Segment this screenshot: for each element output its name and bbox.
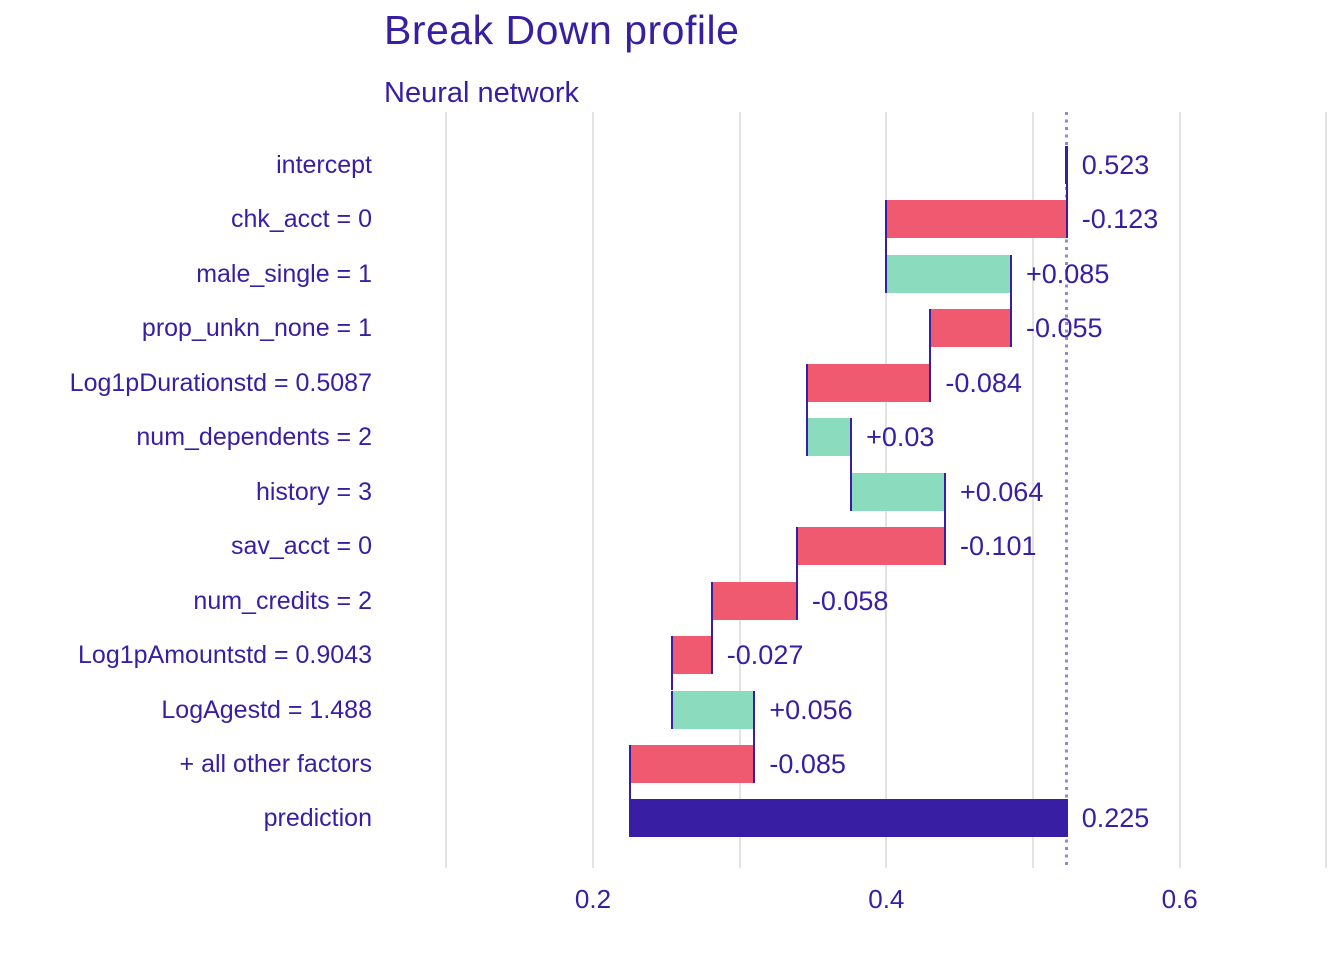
- x-gridline: [1325, 112, 1328, 868]
- negative-bar: [628, 744, 756, 783]
- bar-value-label: 0.523: [1081, 150, 1150, 180]
- bar-connector: [806, 401, 809, 419]
- bar-connector: [1065, 184, 1068, 201]
- bar-value-label: -0.123: [1081, 204, 1159, 235]
- bar-value-label: -0.084: [945, 367, 1022, 398]
- bar-connector: [628, 782, 631, 800]
- bar-value-label: +0.085: [1026, 258, 1110, 289]
- chart-subtitle: Neural network: [384, 77, 580, 109]
- negative-bar: [795, 527, 946, 566]
- y-axis-label: num_dependents = 2: [136, 423, 372, 452]
- negative-bar: [885, 200, 1068, 239]
- intercept-bar: [1065, 146, 1069, 184]
- x-gridline: [445, 112, 448, 868]
- x-gridline: [1178, 112, 1181, 868]
- y-axis-label: LogAgestd = 1.488: [161, 695, 372, 724]
- bar-value-label: +0.056: [769, 694, 853, 725]
- x-gridline: [592, 112, 594, 868]
- y-axis-label: num_credits = 2: [193, 586, 372, 615]
- y-axis-label: Log1pAmountstd = 0.9043: [78, 641, 372, 670]
- bar-value-label: +0.064: [960, 476, 1044, 507]
- prediction-bar: [628, 799, 1068, 838]
- y-axis-label: chk_acct = 0: [230, 205, 372, 234]
- bar-value-label: -0.101: [960, 531, 1037, 562]
- bar-value-label: -0.085: [769, 748, 846, 779]
- bar-value-label: -0.027: [726, 640, 804, 671]
- positive-bar: [885, 254, 1012, 293]
- chart-title: Break Down profile: [384, 7, 740, 53]
- bar-connector: [795, 565, 798, 582]
- y-axis-label: + all other factors: [179, 749, 372, 778]
- x-gridline: [738, 112, 741, 868]
- negative-bar: [671, 636, 713, 675]
- bar-value-label: -0.055: [1026, 313, 1103, 344]
- negative-bar: [929, 309, 1012, 348]
- bar-value-label: +0.03: [866, 422, 935, 453]
- y-axis-label: prediction: [263, 804, 372, 833]
- x-tick-label: 0.6: [1161, 884, 1198, 914]
- bar-connector: [929, 347, 932, 364]
- bar-connector: [753, 728, 756, 745]
- positive-bar: [850, 472, 946, 511]
- bar-connector: [710, 619, 713, 637]
- positive-bar: [806, 418, 853, 457]
- y-axis-label: Log1pDurationstd = 0.5087: [69, 368, 372, 397]
- y-axis-label: male_single = 1: [196, 259, 372, 288]
- bar-connector: [885, 238, 888, 255]
- x-tick-label: 0.2: [574, 884, 612, 914]
- baseline-dotted-line: [1065, 112, 1069, 868]
- bar-connector: [1010, 292, 1012, 310]
- y-axis-label: prop_unkn_none = 1: [141, 314, 372, 343]
- bar-value-label: -0.058: [811, 585, 889, 616]
- negative-bar: [710, 581, 798, 620]
- bar-value-label: 0.225: [1081, 803, 1150, 834]
- y-axis-label: history = 3: [255, 477, 372, 506]
- y-axis-label: intercept: [276, 151, 372, 179]
- x-tick-label: 0.4: [868, 884, 905, 914]
- positive-bar: [671, 690, 756, 729]
- bar-connector: [850, 456, 853, 473]
- bar-connector: [671, 674, 674, 691]
- x-gridline: [1032, 112, 1034, 868]
- bar-connector: [944, 510, 946, 528]
- negative-bar: [806, 363, 932, 402]
- y-axis-label: sav_acct = 0: [230, 532, 372, 561]
